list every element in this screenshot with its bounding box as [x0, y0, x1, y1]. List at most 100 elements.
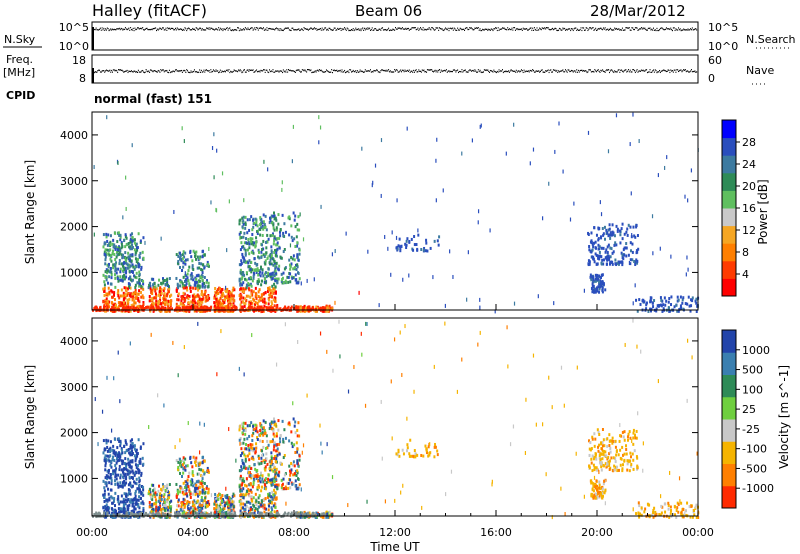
nsky-point: [638, 29, 640, 31]
power-point: [134, 257, 137, 261]
nsky-point: [260, 27, 262, 29]
freq-point: [519, 71, 521, 73]
power-point: [600, 246, 603, 250]
power-point: [106, 269, 109, 273]
power-point: [294, 278, 297, 282]
power-point: [111, 290, 114, 294]
nsky-point: [428, 27, 430, 29]
nsky-point: [194, 29, 196, 31]
velocity-point: [154, 513, 157, 517]
nsky-point: [526, 27, 528, 30]
freq-point: [107, 70, 109, 72]
nsky-point: [668, 28, 670, 30]
freq-point: [222, 71, 224, 73]
velocity-point: [133, 497, 136, 501]
nsky-point: [266, 27, 268, 29]
nsky-point: [362, 27, 364, 29]
nsky-point: [542, 27, 544, 29]
nsky-point: [449, 27, 451, 30]
power-point: [633, 260, 636, 264]
nsky-point: [202, 29, 204, 31]
nsky-point: [131, 29, 133, 31]
nsky-point: [409, 28, 411, 30]
velocity-point: [152, 507, 155, 511]
freq-point: [633, 69, 635, 71]
nsky-point: [533, 27, 535, 29]
freq-point: [335, 70, 337, 72]
power-point: [218, 304, 221, 308]
freq-point: [372, 71, 374, 73]
freq-point: [579, 69, 581, 72]
velocity-point: [151, 494, 154, 498]
nsky-point: [617, 28, 619, 30]
velocity-point: [113, 458, 116, 462]
power-point: [129, 264, 132, 268]
power-point: [161, 277, 164, 281]
velocity-point: [185, 501, 188, 505]
velocity-point: [134, 463, 137, 467]
power-point: [621, 237, 624, 241]
nsky-point: [244, 27, 246, 29]
power-point: [154, 288, 156, 293]
freq-point: [172, 70, 174, 72]
freq-point: [295, 69, 297, 72]
nsky-left-bottom: 10^0: [59, 40, 89, 53]
nsky-point: [577, 29, 579, 31]
nsky-point: [508, 29, 510, 31]
colorbar-swatch: [722, 225, 736, 244]
power-point: [270, 254, 273, 258]
velocity-point: [167, 494, 170, 498]
power-point: [609, 231, 612, 235]
power-data: [92, 112, 700, 314]
power-point: [269, 219, 272, 223]
freq-point: [322, 71, 324, 73]
freq-point: [608, 71, 610, 74]
power-point: [618, 261, 621, 265]
velocity-point: [205, 486, 208, 490]
velocity-point: [107, 487, 110, 491]
power-point: [104, 248, 107, 252]
power-point: [251, 293, 254, 297]
power-point: [631, 242, 634, 246]
power-point: [93, 232, 95, 237]
power-point: [201, 297, 204, 301]
nsky-point: [111, 29, 113, 31]
nsky-point: [624, 29, 626, 31]
power-point: [116, 250, 119, 254]
power-point: [684, 302, 687, 306]
freq-point: [122, 70, 124, 72]
power-point: [267, 271, 270, 275]
power-point: [276, 241, 279, 245]
velocity-point: [198, 472, 201, 476]
freq-point: [671, 70, 673, 72]
power-point: [632, 225, 635, 229]
nsky-point: [520, 28, 522, 30]
nsky-point: [129, 29, 131, 31]
power-point: [261, 298, 264, 302]
power-point: [265, 275, 268, 279]
power-ground-point: [290, 305, 293, 309]
freq-point: [415, 69, 417, 71]
power-point: [461, 151, 463, 156]
freq-point: [240, 70, 242, 72]
freq-point: [554, 69, 556, 71]
nsky-point: [551, 28, 553, 30]
nsky-point: [164, 29, 166, 31]
power-point: [242, 290, 245, 294]
power-point: [255, 297, 258, 301]
nsky-point: [228, 27, 230, 30]
nsky-point: [339, 27, 341, 30]
velocity-point: [110, 495, 113, 499]
nsky-point: [532, 27, 534, 29]
freq-point: [629, 69, 631, 71]
freq-point: [690, 69, 692, 71]
power-point: [243, 231, 246, 235]
freq-point: [589, 69, 591, 71]
power-point: [191, 294, 194, 298]
freq-point: [491, 70, 493, 72]
power-point: [192, 303, 195, 307]
freq-point: [256, 71, 258, 73]
power-point: [616, 229, 619, 233]
power-point: [269, 253, 272, 257]
nsky-point: [357, 28, 359, 30]
